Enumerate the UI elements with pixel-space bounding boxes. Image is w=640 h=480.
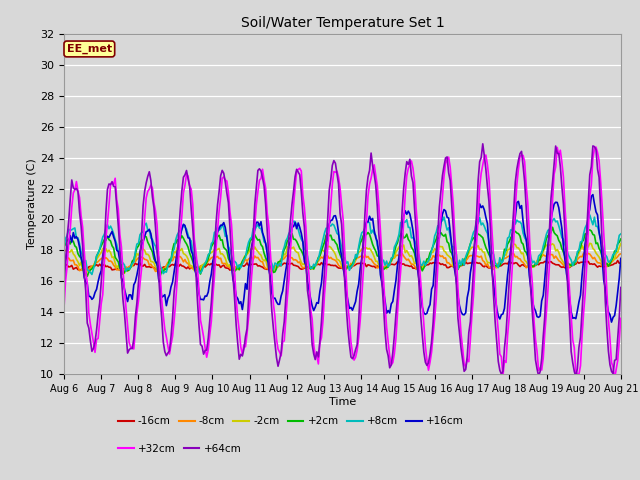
- +8cm: [255, 225, 263, 231]
- +32cm: [617, 315, 625, 321]
- Line: +16cm: +16cm: [64, 194, 621, 322]
- +16cm: [586, 206, 594, 212]
- +2cm: [255, 237, 263, 242]
- +8cm: [586, 212, 594, 218]
- +16cm: [617, 255, 625, 261]
- -8cm: [255, 257, 263, 263]
- -8cm: [246, 255, 254, 261]
- Line: -16cm: -16cm: [64, 261, 621, 270]
- -16cm: [588, 261, 595, 267]
- -16cm: [60, 263, 68, 269]
- +16cm: [244, 266, 252, 272]
- +32cm: [244, 315, 252, 321]
- +64cm: [226, 225, 234, 231]
- +2cm: [83, 274, 91, 279]
- -2cm: [60, 249, 68, 254]
- +16cm: [589, 192, 596, 197]
- +64cm: [60, 281, 68, 287]
- +2cm: [589, 232, 596, 238]
- +16cm: [254, 219, 262, 225]
- -8cm: [60, 256, 68, 262]
- -8cm: [130, 257, 138, 263]
- -8cm: [228, 265, 236, 271]
- -2cm: [617, 241, 625, 247]
- +2cm: [548, 224, 556, 230]
- +2cm: [60, 244, 68, 250]
- +32cm: [226, 209, 234, 215]
- -16cm: [226, 267, 234, 273]
- +8cm: [305, 262, 313, 267]
- -2cm: [82, 273, 90, 278]
- +32cm: [254, 189, 262, 195]
- -8cm: [581, 250, 589, 256]
- +64cm: [572, 373, 580, 379]
- Legend: +32cm, +64cm: +32cm, +64cm: [114, 440, 246, 458]
- Y-axis label: Temperature (C): Temperature (C): [28, 158, 37, 250]
- +2cm: [305, 265, 313, 271]
- +8cm: [228, 253, 236, 259]
- -2cm: [589, 246, 596, 252]
- -8cm: [589, 256, 596, 262]
- +8cm: [60, 245, 68, 251]
- -8cm: [82, 269, 90, 275]
- +32cm: [60, 305, 68, 311]
- -2cm: [130, 258, 138, 264]
- +16cm: [607, 319, 615, 325]
- -16cm: [228, 265, 236, 271]
- +16cm: [226, 258, 234, 264]
- +32cm: [611, 376, 618, 382]
- +2cm: [246, 238, 254, 243]
- -16cm: [305, 264, 313, 270]
- +16cm: [60, 264, 68, 270]
- +32cm: [586, 193, 594, 199]
- Line: +64cm: +64cm: [64, 144, 621, 376]
- -16cm: [129, 263, 136, 269]
- Line: +8cm: +8cm: [64, 215, 621, 275]
- -16cm: [246, 261, 254, 267]
- -2cm: [246, 247, 254, 253]
- -2cm: [228, 267, 236, 273]
- Title: Soil/Water Temperature Set 1: Soil/Water Temperature Set 1: [241, 16, 444, 30]
- +32cm: [129, 345, 136, 350]
- +16cm: [129, 297, 136, 302]
- +64cm: [479, 141, 486, 147]
- Line: +2cm: +2cm: [64, 227, 621, 276]
- +8cm: [589, 222, 596, 228]
- +32cm: [303, 255, 311, 261]
- +64cm: [303, 288, 311, 293]
- -8cm: [617, 251, 625, 257]
- +32cm: [592, 144, 600, 150]
- +2cm: [130, 257, 138, 263]
- -2cm: [305, 264, 313, 270]
- +64cm: [244, 296, 252, 301]
- Line: +32cm: +32cm: [64, 147, 621, 379]
- +64cm: [254, 168, 262, 173]
- Line: -2cm: -2cm: [64, 243, 621, 276]
- -16cm: [614, 258, 621, 264]
- +16cm: [303, 278, 311, 284]
- -8cm: [305, 265, 313, 271]
- -16cm: [255, 263, 263, 269]
- -16cm: [617, 260, 625, 265]
- -2cm: [586, 240, 594, 246]
- +8cm: [130, 259, 138, 265]
- X-axis label: Time: Time: [329, 397, 356, 407]
- +8cm: [88, 272, 96, 277]
- +64cm: [617, 285, 625, 290]
- +64cm: [129, 346, 136, 351]
- +64cm: [589, 143, 596, 149]
- Line: -8cm: -8cm: [64, 253, 621, 272]
- Text: EE_met: EE_met: [67, 44, 112, 54]
- +8cm: [617, 231, 625, 237]
- +2cm: [617, 236, 625, 242]
- +2cm: [228, 259, 236, 265]
- +8cm: [246, 236, 254, 241]
- -2cm: [255, 251, 263, 257]
